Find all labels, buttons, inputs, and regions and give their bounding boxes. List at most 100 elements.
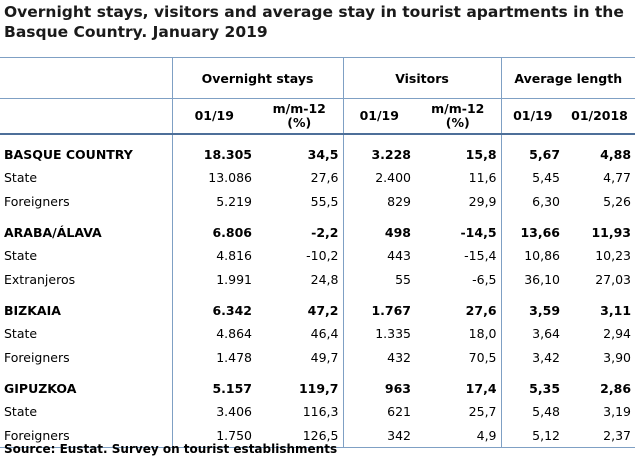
cell-visitors-change: -14,5 bbox=[460, 225, 497, 240]
table-row-region: ARABA/ÁLAVA 6.806 -2,2 498 -14,5 13,66 11,93 bbox=[0, 213, 635, 243]
table-row: State 3.406 116,3 621 25,7 5,48 3,19 bbox=[0, 399, 635, 423]
empty-corner bbox=[0, 57, 172, 99]
cell-average-length-prev: 5,26 bbox=[603, 193, 632, 209]
cell-visitors: 432 bbox=[342, 345, 415, 369]
col-header-visitors-month: 01/19 bbox=[342, 98, 415, 135]
cell-overnight-change: 27,6 bbox=[310, 169, 339, 185]
cell-average-length-prev: 3,11 bbox=[600, 303, 632, 318]
col-header-average-prev: 01/2018 bbox=[564, 98, 635, 135]
cell-overnight-stays: 5.157 bbox=[171, 369, 256, 399]
cell-average-length: 5,12 bbox=[500, 423, 565, 448]
cell-overnight-change: 116,3 bbox=[302, 403, 339, 419]
cell-overnight-stays: 4.816 bbox=[171, 243, 256, 267]
cell-visitors: 342 bbox=[342, 423, 415, 448]
cell-average-length-prev: 4,88 bbox=[600, 147, 632, 162]
cell-overnight-change: 24,8 bbox=[310, 271, 339, 287]
cell-overnight-change: 47,2 bbox=[307, 303, 339, 318]
cell-overnight-change: 46,4 bbox=[310, 325, 339, 341]
row-label: BIZKAIA bbox=[4, 303, 61, 318]
row-label: Foreigners bbox=[0, 423, 172, 448]
col-header-average-month: 01/19 bbox=[500, 98, 565, 135]
cell-average-length: 3,42 bbox=[500, 345, 565, 369]
page-title: Overnight stays, visitors and average st… bbox=[4, 3, 624, 41]
col-header-overnight-month: 01/19 bbox=[171, 98, 256, 135]
table-row: Foreigners 5.219 55,5 829 29,9 6,30 5,26 bbox=[0, 189, 635, 213]
cell-visitors-change: 27,6 bbox=[465, 303, 497, 318]
cell-overnight-stays: 4.864 bbox=[171, 321, 256, 345]
cell-overnight-stays: 1.478 bbox=[171, 345, 256, 369]
cell-average-length-prev: 2,86 bbox=[600, 381, 632, 396]
row-label: BASQUE COUNTRY bbox=[4, 147, 133, 162]
cell-visitors: 443 bbox=[342, 243, 415, 267]
row-label: State bbox=[4, 403, 38, 419]
cell-visitors-change: 29,9 bbox=[468, 193, 497, 209]
sub-header-row: 01/19 m/m-12 (%) 01/19 m/m-12 (%) 01/19 … bbox=[0, 98, 635, 135]
cell-visitors-change: 70,5 bbox=[468, 349, 497, 365]
cell-visitors-change: -6,5 bbox=[472, 271, 497, 287]
row-label: State bbox=[4, 169, 38, 185]
cell-visitors: 498 bbox=[342, 213, 415, 243]
group-header-overnight: Overnight stays bbox=[171, 57, 343, 99]
cell-visitors-change: 25,7 bbox=[468, 403, 497, 419]
cell-average-length: 13,66 bbox=[500, 213, 565, 243]
row-label: ARABA/ÁLAVA bbox=[4, 225, 102, 240]
cell-visitors: 1.335 bbox=[342, 321, 415, 345]
cell-visitors-change: 15,8 bbox=[465, 147, 497, 162]
table-row-region: GIPUZKOA 5.157 119,7 963 17,4 5,35 2,86 bbox=[0, 369, 635, 399]
table-row: Extranjeros 1.991 24,8 55 -6,5 36,10 27,03 bbox=[0, 267, 635, 291]
cell-average-length: 6,30 bbox=[500, 189, 565, 213]
cell-average-length-prev: 3,19 bbox=[603, 403, 632, 419]
row-label: GIPUZKOA bbox=[4, 381, 77, 396]
cell-overnight-change: 126,5 bbox=[256, 423, 343, 448]
table-body: BASQUE COUNTRY 18.305 34,5 3.228 15,8 5,67 4,8… bbox=[0, 134, 635, 448]
cell-average-length-prev: 2,94 bbox=[603, 325, 632, 341]
col-header-overnight-change: m/m-12 (%) bbox=[256, 98, 343, 135]
cell-overnight-stays: 13.086 bbox=[171, 165, 256, 189]
cell-visitors: 621 bbox=[342, 399, 415, 423]
cell-visitors-change: 17,4 bbox=[465, 381, 497, 396]
cell-visitors: 55 bbox=[342, 267, 415, 291]
cell-visitors: 963 bbox=[342, 369, 415, 399]
source-note: Source: Eustat. Survey on tourist establ… bbox=[4, 442, 338, 456]
cell-overnight-stays: 1.750 bbox=[171, 423, 256, 448]
cell-average-length-prev: 3,90 bbox=[603, 349, 632, 365]
cell-average-length-prev: 11,93 bbox=[591, 225, 632, 240]
group-header-visitors: Visitors bbox=[342, 57, 502, 99]
row-label: State bbox=[4, 247, 38, 263]
cell-average-length: 5,67 bbox=[500, 134, 565, 165]
cell-average-length: 3,59 bbox=[500, 291, 565, 321]
cell-average-length-prev: 4,77 bbox=[603, 169, 632, 185]
row-label: Foreigners bbox=[4, 193, 70, 209]
table-row-region: BIZKAIA 6.342 47,2 1.767 27,6 3,59 3,11 bbox=[0, 291, 635, 321]
cell-overnight-change: -10,2 bbox=[306, 247, 339, 263]
cell-average-length: 5,48 bbox=[500, 399, 565, 423]
row-label: Extranjeros bbox=[4, 271, 76, 287]
cell-visitors: 1.767 bbox=[342, 291, 415, 321]
table-row: State 13.086 27,6 2.400 11,6 5,45 4,77 bbox=[0, 165, 635, 189]
cell-average-length: 3,64 bbox=[500, 321, 565, 345]
row-label: Foreigners bbox=[4, 349, 70, 365]
cell-overnight-stays: 6.342 bbox=[171, 291, 256, 321]
table-row: State 4.864 46,4 1.335 18,0 3,64 2,94 bbox=[0, 321, 635, 345]
cell-visitors-change: 11,6 bbox=[468, 169, 497, 185]
table-row-region: BASQUE COUNTRY 18.305 34,5 3.228 15,8 5,67 4,8… bbox=[0, 134, 635, 165]
cell-visitors-change: -15,4 bbox=[464, 247, 497, 263]
cell-average-length: 36,10 bbox=[500, 267, 565, 291]
table-row: Foreigners 1.478 49,7 432 70,5 3,42 3,90 bbox=[0, 345, 635, 369]
cell-visitors-change: 4,9 bbox=[415, 423, 502, 448]
empty-corner-2 bbox=[0, 98, 172, 135]
cell-overnight-stays: 5.219 bbox=[171, 189, 256, 213]
table-row: State 4.816 -10,2 443 -15,4 10,86 10,23 bbox=[0, 243, 635, 267]
cell-overnight-change: 55,5 bbox=[310, 193, 339, 209]
row-label: State bbox=[4, 325, 38, 341]
cell-overnight-stays: 1.991 bbox=[171, 267, 256, 291]
cell-overnight-stays: 3.406 bbox=[171, 399, 256, 423]
cell-average-length: 10,86 bbox=[500, 243, 565, 267]
cell-visitors: 829 bbox=[342, 189, 415, 213]
cell-overnight-change: -2,2 bbox=[311, 225, 339, 240]
table-row: Foreigners 1.750 126,5 342 4,9 5,12 2,37 bbox=[0, 423, 635, 448]
cell-average-length-prev: 2,37 bbox=[564, 423, 635, 448]
cell-average-length-prev: 27,03 bbox=[595, 271, 632, 287]
cell-overnight-stays: 6.806 bbox=[171, 213, 256, 243]
cell-average-length-prev: 10,23 bbox=[595, 247, 632, 263]
